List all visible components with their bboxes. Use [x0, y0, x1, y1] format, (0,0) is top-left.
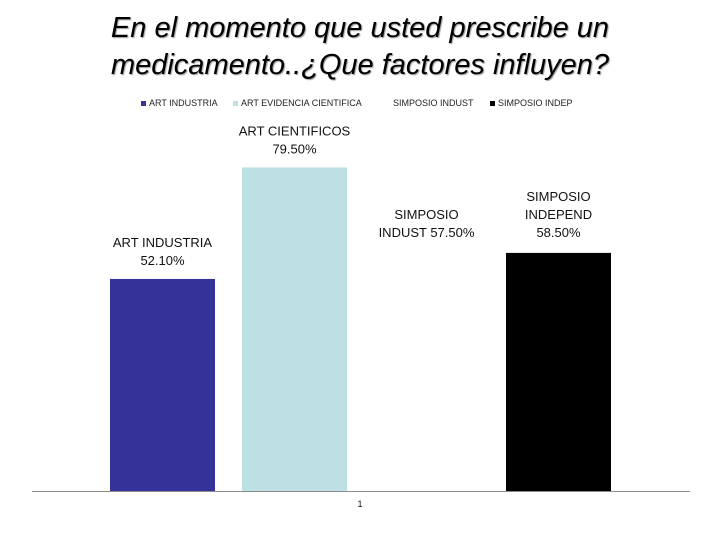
title-line-2: medicamento..¿Que factores influyen? — [110, 49, 610, 81]
data-label-line: ART CIENTIFICOS — [239, 123, 351, 138]
legend-item-art-evidencia: ART EVIDENCIA CIENTIFICA — [233, 98, 362, 108]
chart-legend: ART INDUSTRIA ART EVIDENCIA CIENTIFICA S… — [0, 98, 720, 112]
data-label-line: 58.50% — [536, 225, 581, 240]
legend-swatch-art-evidencia — [233, 100, 238, 106]
x-tick-label: 1 — [357, 499, 362, 509]
data-label-line: INDUST 57.50% — [379, 225, 475, 240]
data-label-line: SIMPOSIO — [526, 189, 590, 204]
data-label-line: 79.50% — [272, 141, 317, 156]
legend-label-art-industria: ART INDUSTRIA — [149, 98, 218, 108]
legend-label-art-evidencia: ART EVIDENCIA CIENTIFICA — [241, 98, 362, 108]
legend-swatch-simposio-indep — [490, 100, 495, 106]
legend-item-art-industria: ART INDUSTRIA — [141, 98, 218, 108]
title-line-1: En el momento que usted prescribe un — [110, 12, 610, 44]
legend-item-simposio-indust: SIMPOSIO INDUST — [385, 98, 474, 108]
slide-title: En el momento que usted prescribe un med… — [40, 10, 680, 84]
data-label-simposio-indep: SIMPOSIO INDEPEND 58.50% — [525, 189, 592, 240]
data-label-line: ART INDUSTRIA — [113, 235, 213, 250]
data-label-art-evidencia-cientifica: ART CIENTIFICOS 79.50% — [239, 123, 351, 156]
legend-label-simposio-indust: SIMPOSIO INDUST — [393, 98, 474, 108]
bar-art-industria — [110, 278, 215, 491]
data-label-art-industria: ART INDUSTRIA 52.10% — [113, 235, 213, 268]
data-label-line: 52.10% — [140, 253, 185, 268]
data-label-simposio-indust: SIMPOSIO INDUST 57.50% — [379, 207, 475, 240]
legend-label-simposio-indep: SIMPOSIO INDEP — [498, 98, 573, 108]
legend-item-simposio-indep: SIMPOSIO INDEP — [490, 98, 573, 108]
legend-swatch-art-industria — [141, 100, 146, 106]
bar-simposio-indust — [374, 256, 479, 491]
legend-swatch-simposio-indust — [385, 100, 390, 106]
bar-art-evidencia-cientifica — [242, 167, 347, 491]
data-label-line: SIMPOSIO — [394, 207, 458, 222]
data-label-line: INDEPEND — [525, 207, 592, 222]
bar-simposio-indep — [506, 252, 611, 491]
